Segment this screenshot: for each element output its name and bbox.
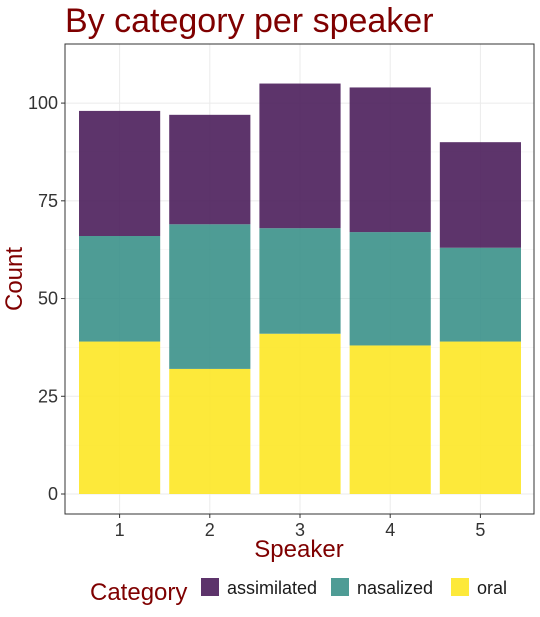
chart-title: By category per speaker <box>65 2 434 40</box>
bar-assimilated-speaker-4 <box>349 87 431 233</box>
y-tick-label: 50 <box>38 289 58 309</box>
bar-nasalized-speaker-5 <box>439 247 521 342</box>
x-axis-title: Speaker <box>254 536 343 563</box>
bar-assimilated-speaker-2 <box>169 114 251 225</box>
bar-oral-speaker-2 <box>169 368 251 494</box>
bar-nasalized-speaker-3 <box>259 228 341 334</box>
bar-oral-speaker-5 <box>439 341 521 494</box>
legend-swatch-nasalized <box>331 578 349 596</box>
legend-title: Category <box>90 579 187 606</box>
x-tick-label: 1 <box>115 520 125 540</box>
x-tick-label: 5 <box>475 520 485 540</box>
y-tick-label: 100 <box>28 93 58 113</box>
legend-label-nasalized: nasalized <box>357 578 433 598</box>
bar-assimilated-speaker-3 <box>259 83 341 229</box>
x-tick-label: 2 <box>205 520 215 540</box>
legend-swatch-oral <box>451 578 469 596</box>
x-tick-label: 3 <box>295 520 305 540</box>
legend-label-oral: oral <box>477 578 507 598</box>
legend-label-assimilated: assimilated <box>227 578 317 598</box>
x-tick-label: 4 <box>385 520 395 540</box>
bar-assimilated-speaker-5 <box>439 142 521 248</box>
bar-oral-speaker-1 <box>79 341 161 494</box>
y-axis-title: Count <box>1 247 28 311</box>
bar-oral-speaker-3 <box>259 333 341 494</box>
bar-assimilated-speaker-1 <box>79 110 161 236</box>
bar-nasalized-speaker-2 <box>169 224 251 369</box>
legend-swatch-assimilated <box>201 578 219 596</box>
y-tick-label: 25 <box>38 386 58 406</box>
y-tick-label: 0 <box>48 484 58 504</box>
y-tick-label: 75 <box>38 191 58 211</box>
bar-oral-speaker-4 <box>349 345 431 494</box>
y-axis: 0 25 50 75 100 <box>28 93 65 504</box>
x-axis: 1 2 3 4 5 <box>115 514 485 540</box>
legend: Category assimilated nasalized oral <box>90 578 507 606</box>
bar-nasalized-speaker-4 <box>349 232 431 346</box>
bars <box>79 83 521 494</box>
bar-nasalized-speaker-1 <box>79 236 161 342</box>
